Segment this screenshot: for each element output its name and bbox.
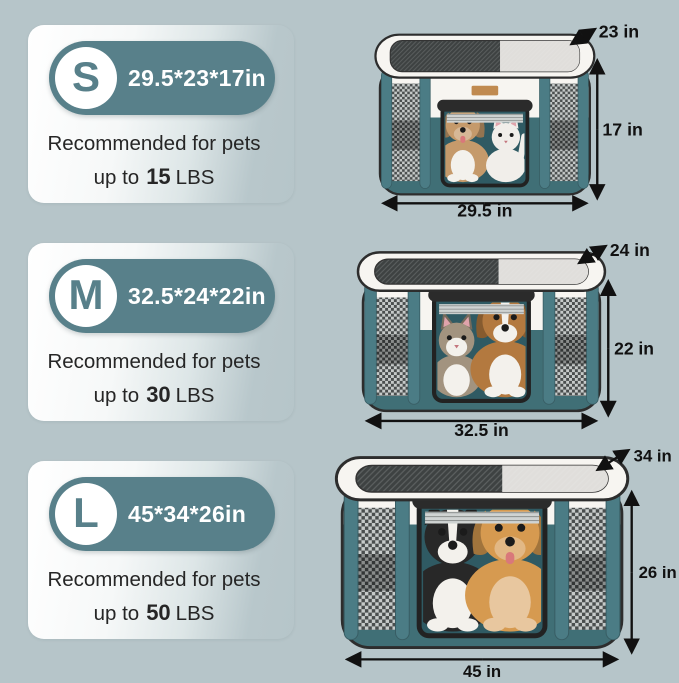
rec-line1: Recommended for pets: [47, 132, 261, 155]
width-dimension-label: 32.5 in: [454, 420, 508, 440]
top-rim: [334, 456, 630, 502]
tabby-cat-icon: [437, 311, 482, 398]
rec-prefix: up to: [93, 165, 140, 189]
door: [437, 99, 533, 188]
rec-weight: 50: [146, 599, 171, 625]
corner-post: [554, 489, 570, 641]
dimensions-text: 45*34*26in: [128, 500, 247, 527]
door-canopy: [437, 99, 533, 112]
size-letter: L: [73, 489, 99, 536]
corner-post: [577, 69, 589, 189]
recommendation-text: Recommended for pets up to 30 LBS: [30, 347, 278, 412]
top-rim: [374, 33, 596, 79]
height-dimension-label: 17 in: [602, 120, 642, 140]
playpen-body: [334, 456, 630, 650]
door: [428, 288, 535, 403]
rec-unit: LBS: [175, 601, 215, 625]
size-pill: S 29.5*23*17in: [49, 41, 275, 115]
dimension-arrows: [381, 27, 606, 212]
depth-dimension-label: 34 in: [634, 447, 672, 466]
corner-post: [364, 282, 377, 405]
size-card-l: L 45*34*26in Recommended for pets up to 5…: [28, 461, 294, 639]
depth-dimension-label: 24 in: [610, 240, 650, 260]
recommendation-text: Recommended for pets up to 50 LBS: [30, 565, 278, 630]
corner-post: [539, 69, 551, 189]
size-letter: S: [71, 53, 100, 100]
size-badge: S: [55, 47, 117, 109]
width-dimension-label: 29.5 in: [457, 201, 512, 221]
size-letter: M: [68, 271, 104, 318]
playpen-body: [356, 251, 607, 413]
corner-post: [605, 489, 621, 641]
size-badge: L: [55, 483, 117, 545]
rec-prefix: up to: [93, 601, 140, 625]
corner-post: [419, 69, 431, 189]
depth-arrow: [595, 455, 614, 472]
size-pill: L 45*34*26in: [49, 477, 275, 551]
dimension-arrows: [344, 448, 640, 668]
dimensions-text: 32.5*24*22in: [128, 282, 266, 309]
corner-post: [586, 282, 599, 405]
door-mesh-strip: [425, 511, 540, 524]
playpen-illustration-l: 45 in 26 in 34 in: [330, 430, 679, 683]
corner-post: [542, 282, 556, 405]
corner-post: [394, 489, 410, 641]
playpen-body: [374, 33, 596, 196]
rec-prefix: up to: [93, 383, 140, 407]
golden-retriever-icon: [465, 509, 542, 632]
playpen-drawing: 29.5 in 17 in 23 in: [374, 22, 643, 221]
rec-unit: LBS: [175, 383, 215, 407]
size-badge: M: [55, 265, 117, 327]
top-rim: [356, 251, 607, 293]
corner-post: [343, 489, 359, 641]
dimension-arrows: [364, 244, 617, 430]
rec-line1: Recommended for pets: [47, 350, 261, 373]
size-card-m: M 32.5*24*22in Recommended for pets up t…: [28, 243, 294, 421]
width-dimension-label: 45 in: [463, 662, 501, 681]
rec-unit: LBS: [175, 165, 215, 189]
door: [412, 493, 552, 639]
corner-post: [407, 282, 421, 405]
rec-weight: 30: [146, 381, 171, 407]
recommendation-text: Recommended for pets up to 15 LBS: [30, 129, 278, 194]
size-card-s: S 29.5*23*17in Recommended for pets up t…: [28, 25, 294, 203]
playpen-illustration-m: 32.5 in 22 in 24 in: [353, 229, 670, 441]
brand-label: [471, 85, 499, 96]
playpen-drawing: 45 in 26 in 34 in: [334, 447, 677, 681]
playpen-drawing: 32.5 in 22 in 24 in: [356, 240, 654, 440]
depth-dimension-label: 23 in: [599, 22, 639, 42]
door-mesh-strip: [446, 113, 523, 123]
rec-line1: Recommended for pets: [47, 568, 261, 591]
dimensions-text: 29.5*23*17in: [128, 64, 266, 91]
height-dimension-label: 26 in: [639, 563, 677, 582]
size-pill: M 32.5*24*22in: [49, 259, 275, 333]
height-dimension-label: 22 in: [614, 338, 654, 358]
corner-post: [381, 69, 393, 189]
playpen-illustration-s: 29.5 in 17 in 23 in: [371, 14, 652, 221]
white-cat-icon: [485, 114, 525, 183]
rec-weight: 15: [146, 163, 171, 189]
door-mesh-strip: [439, 304, 524, 315]
